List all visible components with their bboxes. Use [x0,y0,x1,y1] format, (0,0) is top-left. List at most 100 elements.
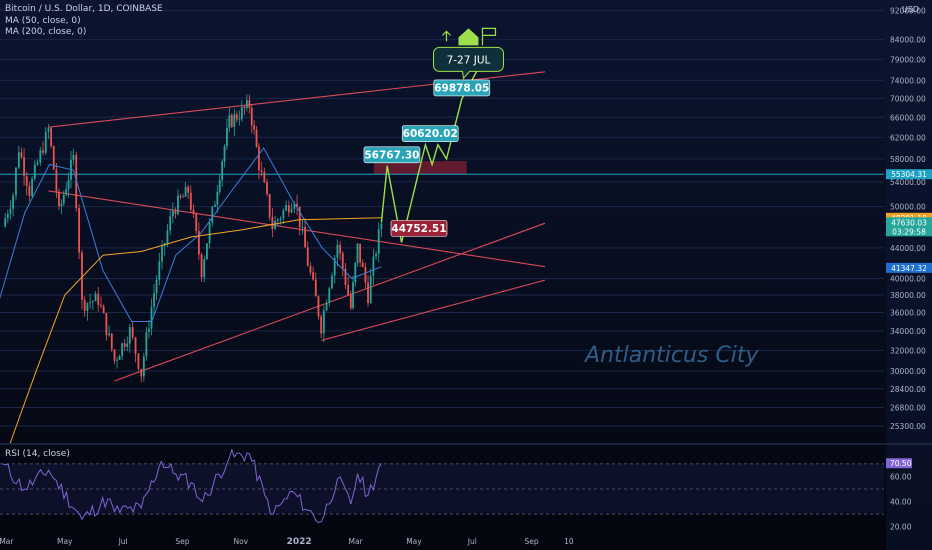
candle-body [177,195,179,214]
candle-body [367,282,369,303]
candle-body [131,327,134,338]
x-tick-label: Sep [175,537,189,546]
candle-body [287,205,290,213]
y-tick-label: 79000.00 [890,55,926,64]
candle-body [89,302,92,304]
candle-body [344,268,347,285]
y-tick-label: 74000.00 [890,76,926,85]
candle-body [221,161,224,180]
chart-title[interactable]: Bitcoin / U.S. Dollar, 1D, COINBASE [5,4,163,14]
candle-body [81,252,83,300]
candle-body [197,231,200,255]
support-label: 44752.51 [391,223,446,235]
candle-body [153,293,155,308]
callout-text: 7-27 JUL [447,54,491,66]
candle-body [145,332,148,357]
candle-body [218,179,221,192]
y-tick-label: 28400.00 [890,385,926,394]
target-label: 60620.02 [403,128,458,140]
axis-price-tag-label: 41347.32 [891,264,927,273]
candle-body [55,169,58,192]
candle-body [31,178,33,197]
watermark: Antlanticus City [583,343,759,368]
candle-body [118,356,121,360]
candle-body [341,253,344,269]
rsi-legend[interactable]: RSI (14, close) [5,449,70,459]
candle-body [314,279,317,297]
candle-body [102,306,105,314]
candle-body [369,275,372,303]
ma50-line [0,147,382,322]
candle-body [150,307,153,329]
candle-body [253,125,256,130]
candle-body [271,217,274,230]
y-tick-label: 70000.00 [890,94,926,103]
x-tick-label: 10 [564,537,574,546]
candle-body [216,191,219,205]
candle-body [293,203,296,209]
candle-body [214,204,216,207]
candle-body [44,131,47,153]
candle-body [372,256,375,276]
support-label-box [390,220,448,237]
y-tick-label: 25300.00 [890,422,926,431]
rsi-tick-label: 60.00 [890,472,912,481]
candle-body [100,304,102,307]
candle-body [195,213,198,232]
candle-body [148,328,150,333]
candle-body [12,195,14,209]
y-tick-label: 36000.00 [890,308,926,317]
axis-price-tag-label: 47630.03 [891,218,927,227]
candle-body [377,229,380,254]
candle-body [339,244,341,254]
candles [4,94,383,383]
candle-body [78,208,81,253]
candle-body [206,243,208,260]
candle-body [352,282,354,309]
candle-body [238,119,241,120]
candle-body [171,210,174,217]
candle-body [161,246,163,262]
y-tick-label: 50000.00 [890,203,926,212]
ma200-line [9,217,382,444]
candle-body [243,106,246,109]
candle-body [23,157,25,177]
candle-body [375,253,377,257]
x-tick-label: 2022 [287,537,312,547]
currency-label[interactable]: USD [902,5,920,14]
candle-body [166,230,169,244]
y-tick-label: 66000.00 [890,113,926,122]
x-tick-label: Jul [118,537,128,546]
candle-body [20,152,23,158]
ma200-legend[interactable]: MA (200, close, 0) [5,27,87,37]
x-tick-label: Sep [525,537,539,546]
candle-body [309,265,312,273]
candle-body [155,279,158,294]
axis-price-tag [886,217,932,237]
y-tick-label: 44000.00 [890,244,926,253]
rsi-tick-label: 40.00 [890,498,912,507]
candle-body [306,247,309,266]
y-tick-label: 34000.00 [890,327,926,336]
x-tick-label: May [406,537,422,546]
y-tick-label: 40000.00 [890,275,926,284]
candle-body [60,203,63,206]
candle-body [50,128,53,147]
rsi-tick-label: 20.00 [890,523,912,532]
flag-icon [481,27,497,46]
candle-body [58,191,60,206]
candle-body [108,333,110,336]
candle-body [322,310,325,334]
candle-body [113,349,116,361]
target-label-box [433,79,491,97]
candle-body [359,243,362,263]
candle-body [347,284,350,295]
y-tick-label: 30000.00 [890,367,926,376]
rsi-line [2,448,382,524]
candle-body [233,114,236,127]
projection-path [380,63,482,243]
candle-body [25,176,28,186]
candle-body [128,327,131,344]
ma50-legend[interactable]: MA (50, close, 0) [5,15,81,26]
